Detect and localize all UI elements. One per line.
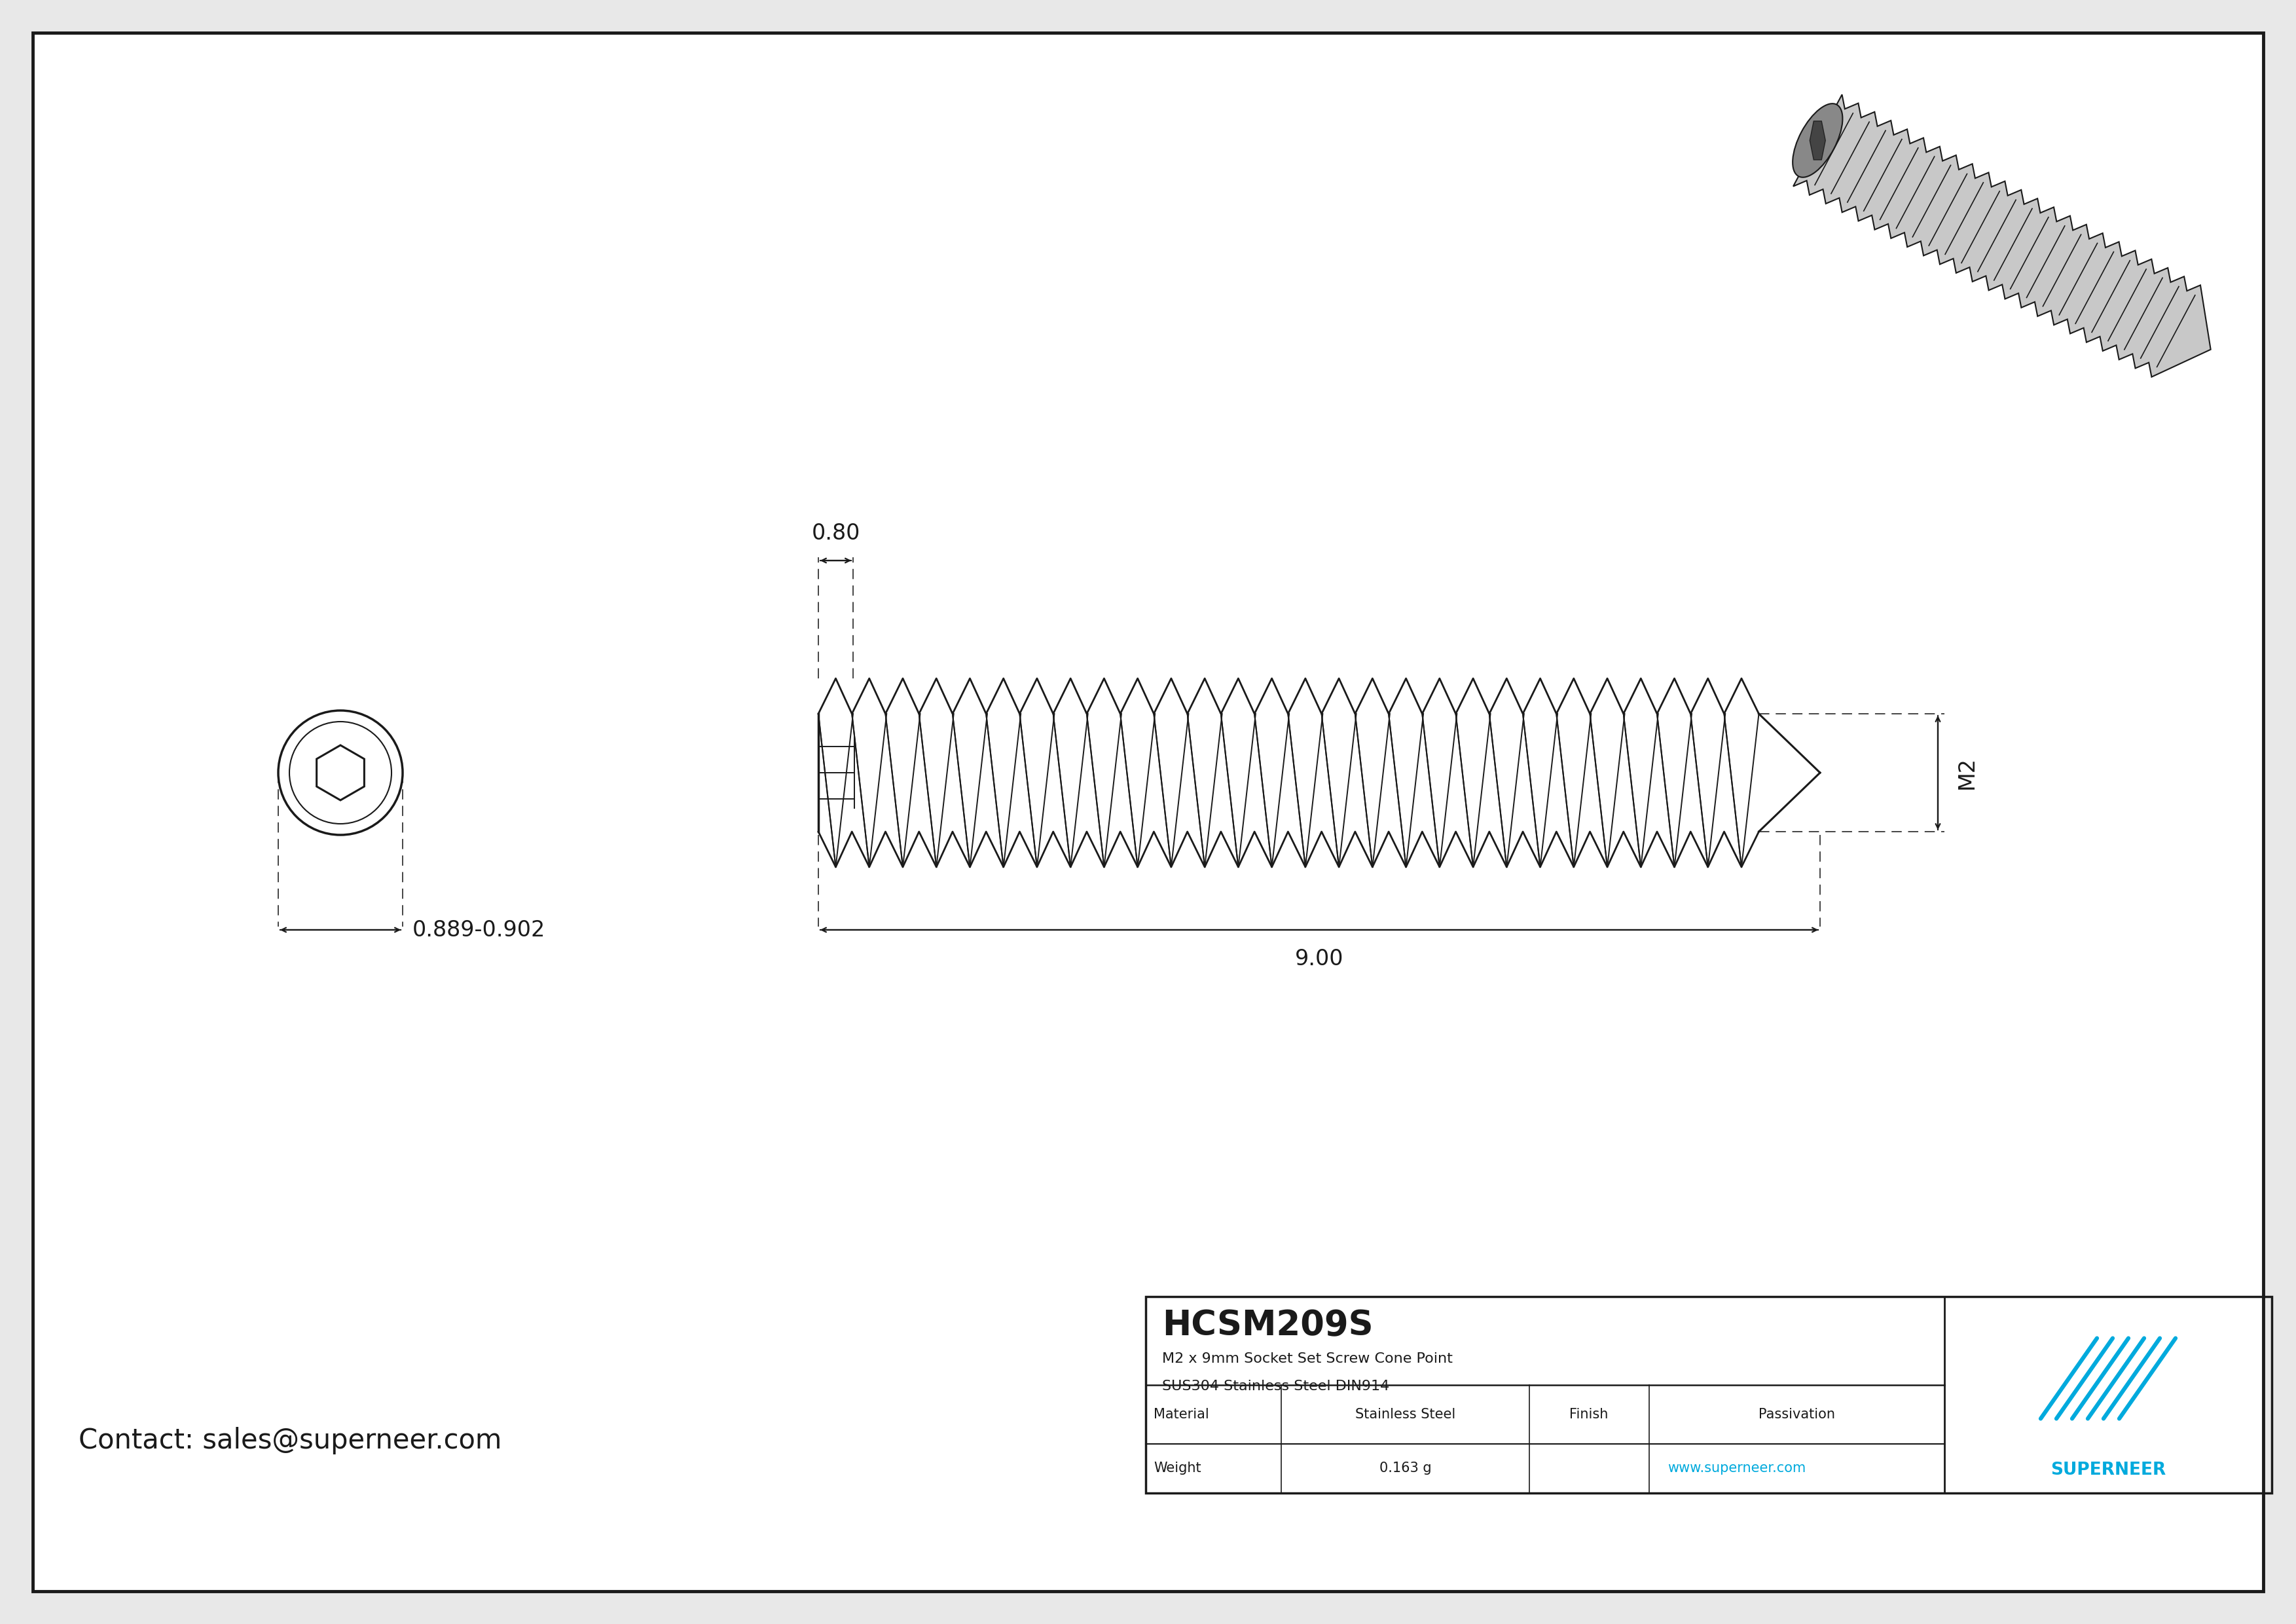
Text: 0.163 g: 0.163 g [1380,1462,1430,1475]
Text: SUS304 Stainless Steel DIN914: SUS304 Stainless Steel DIN914 [1162,1380,1389,1393]
Text: Stainless Steel: Stainless Steel [1355,1408,1456,1421]
Text: 9.00: 9.00 [1295,948,1343,970]
Text: 0.80: 0.80 [810,523,861,544]
Text: www.superneer.com: www.superneer.com [1667,1462,1807,1475]
Text: Contact: sales@superneer.com: Contact: sales@superneer.com [78,1427,503,1455]
Text: 0.889-0.902: 0.889-0.902 [413,919,546,940]
Text: HCSM209S: HCSM209S [1162,1309,1373,1343]
Text: Passivation: Passivation [1759,1408,1835,1421]
Ellipse shape [1793,104,1844,177]
FancyBboxPatch shape [32,32,2264,1592]
Text: M2 x 9mm Socket Set Screw Cone Point: M2 x 9mm Socket Set Screw Cone Point [1162,1353,1453,1366]
Text: SUPERNEER: SUPERNEER [2050,1462,2165,1478]
Text: Material: Material [1153,1408,1210,1421]
Text: M2: M2 [1956,757,1977,789]
Text: Weight: Weight [1153,1462,1201,1475]
Polygon shape [1793,94,2211,377]
Text: Finish: Finish [1570,1408,1609,1421]
Polygon shape [1809,122,1825,159]
